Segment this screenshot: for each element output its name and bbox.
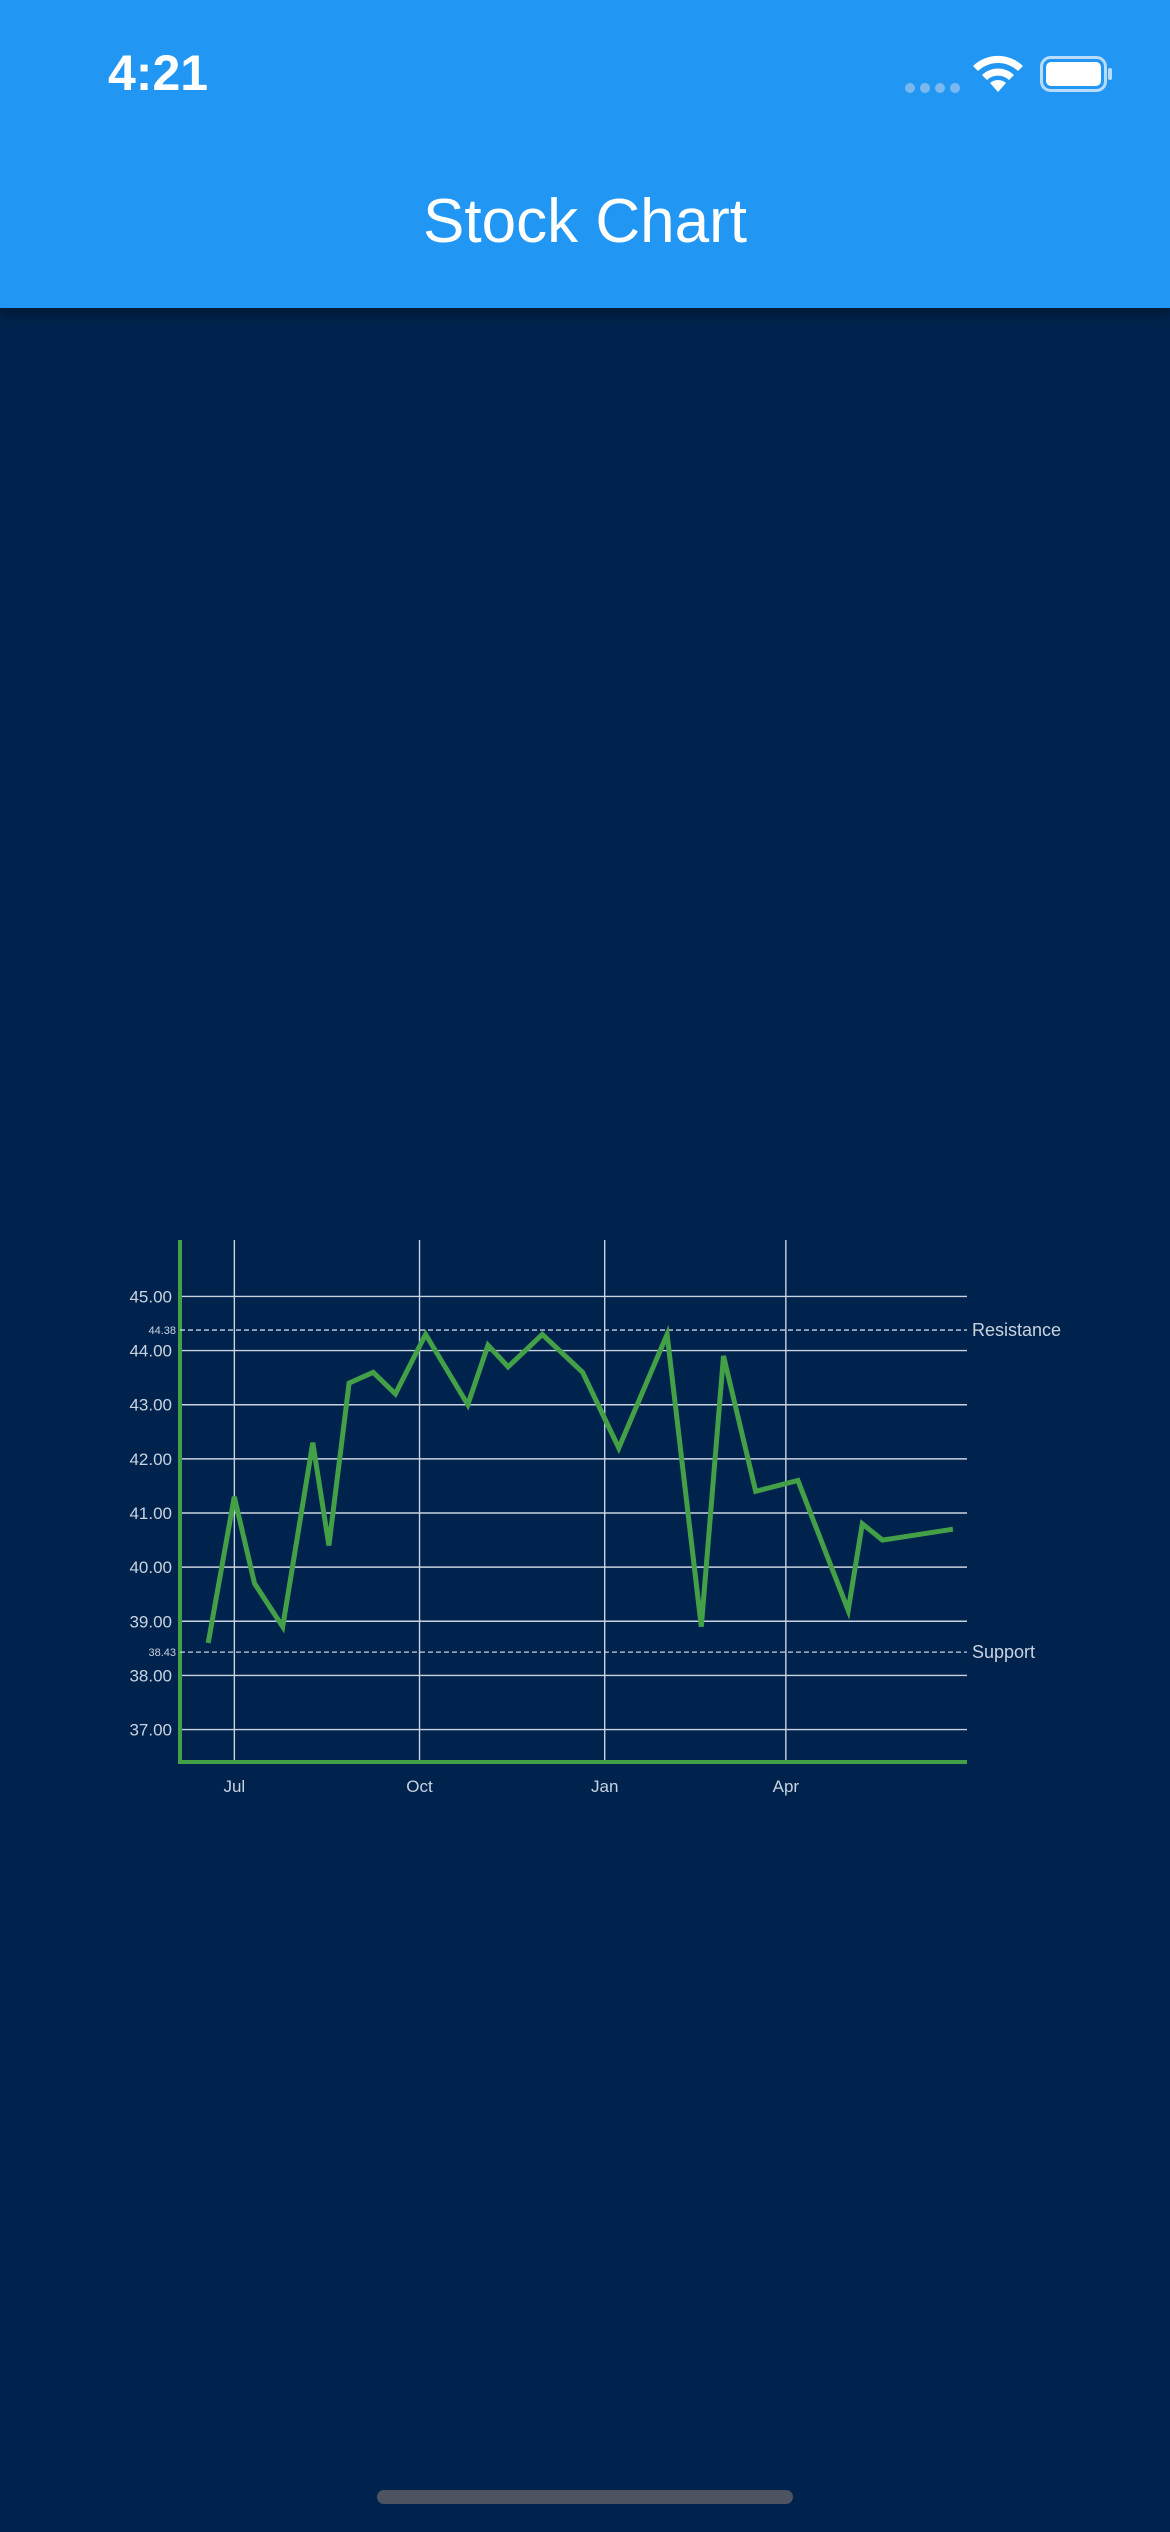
stock-chart: 37.00 38.00 39.00 40.00 41.00 42.00 43.00 44.00… (0, 1240, 1170, 1800)
chart-series (205, 1324, 954, 1644)
status-time: 4:21 (108, 45, 209, 101)
y-tick-label: 41.00 (129, 1504, 172, 1523)
y-tick-label: 42.00 (129, 1450, 172, 1469)
y-tick-label: 45.00 (129, 1287, 172, 1306)
annotation-value-label: 44.38 (148, 1325, 176, 1337)
series-line (205, 1324, 954, 1644)
x-tick-label: Oct (406, 1777, 433, 1796)
chart-axes: 37.00 38.00 39.00 40.00 41.00 42.00 43.00 44.00… (129, 1240, 967, 1796)
y-tick-label: 37.00 (129, 1721, 172, 1740)
annotation-label: Resistance (972, 1320, 1061, 1340)
x-tick-label: Apr (773, 1777, 800, 1796)
app-header: 4:21 Stock Chart (0, 0, 1170, 308)
y-tick-label: 43.00 (129, 1396, 172, 1415)
stock-line-chart: 37.00 38.00 39.00 40.00 41.00 42.00 43.00 44.00… (129, 1240, 1061, 1796)
home-indicator[interactable] (377, 2490, 793, 2504)
battery-icon (1040, 56, 1112, 92)
y-tick-label: 44.00 (129, 1342, 172, 1361)
cellular-signal-icon (905, 80, 965, 98)
page-title: Stock Chart (423, 187, 747, 256)
y-tick-label: 40.00 (129, 1558, 172, 1577)
chart-annotations: 44.38 Resistance 38.43 Support (148, 1320, 1061, 1662)
annotation-label: Support (972, 1642, 1035, 1662)
chart-grid (180, 1240, 967, 1762)
annotation-value-label: 38.43 (148, 1647, 176, 1659)
wifi-icon (973, 55, 1023, 92)
y-tick-label: 38.00 (129, 1666, 172, 1685)
x-tick-label: Jan (591, 1777, 618, 1796)
y-tick-label: 39.00 (129, 1612, 172, 1631)
x-tick-label: Jul (223, 1777, 245, 1796)
